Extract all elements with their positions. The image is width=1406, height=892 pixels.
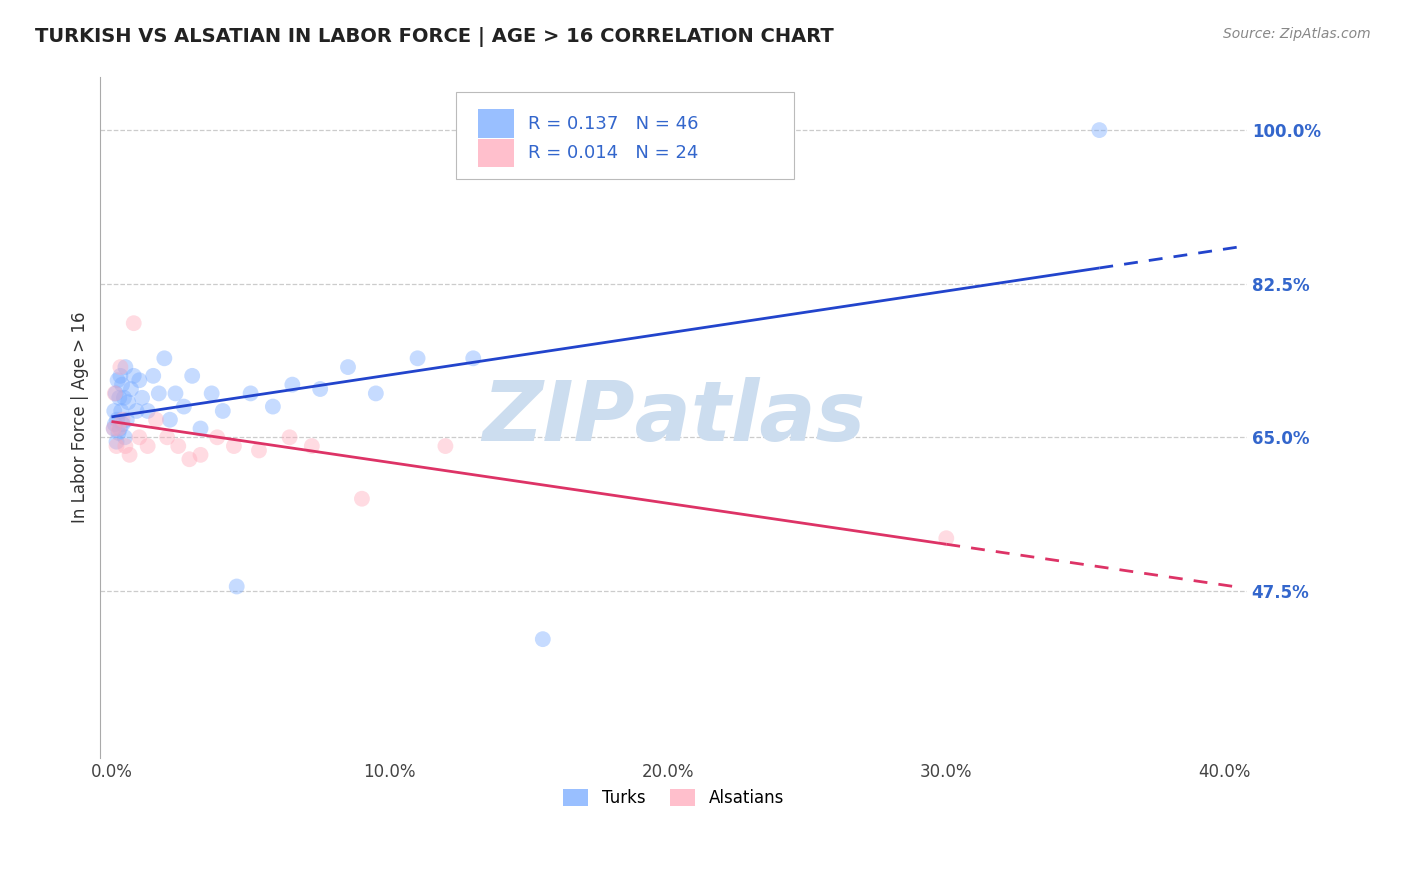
Point <box>105 413 128 427</box>
Point <box>350 491 373 506</box>
Point <box>145 413 167 427</box>
Point <box>262 400 284 414</box>
Point <box>148 386 170 401</box>
Point <box>165 386 187 401</box>
Text: R = 0.137   N = 46: R = 0.137 N = 46 <box>529 115 699 133</box>
Point <box>108 421 131 435</box>
Point <box>103 421 125 435</box>
Point <box>104 386 127 401</box>
Point <box>115 413 138 427</box>
Point <box>222 439 245 453</box>
Point <box>111 377 134 392</box>
Point <box>117 395 139 409</box>
Point <box>281 377 304 392</box>
Point <box>128 373 150 387</box>
Point <box>128 430 150 444</box>
Point <box>301 439 323 453</box>
Point <box>935 531 957 545</box>
Point <box>120 382 142 396</box>
Point <box>105 434 128 449</box>
Point <box>122 316 145 330</box>
Point <box>406 351 429 366</box>
FancyBboxPatch shape <box>456 93 794 179</box>
Point <box>156 430 179 444</box>
Point <box>111 413 134 427</box>
Point <box>118 448 141 462</box>
Point <box>205 430 228 444</box>
Text: Source: ZipAtlas.com: Source: ZipAtlas.com <box>1223 27 1371 41</box>
Point <box>104 417 127 431</box>
Point <box>364 386 387 401</box>
Point <box>107 421 129 435</box>
Point <box>111 417 134 431</box>
Point <box>103 404 125 418</box>
Point <box>211 404 233 418</box>
Point <box>122 368 145 383</box>
Point <box>103 421 125 435</box>
Point <box>104 386 127 401</box>
Point <box>167 439 190 453</box>
Point <box>107 425 129 440</box>
Point <box>173 400 195 414</box>
Point <box>114 360 136 375</box>
Point <box>110 368 132 383</box>
Point <box>190 421 212 435</box>
Point <box>131 391 153 405</box>
Bar <box>478 110 515 138</box>
Point <box>136 439 159 453</box>
Point <box>107 373 129 387</box>
Text: TURKISH VS ALSATIAN IN LABOR FORCE | AGE > 16 CORRELATION CHART: TURKISH VS ALSATIAN IN LABOR FORCE | AGE… <box>35 27 834 46</box>
Bar <box>478 138 515 167</box>
Point <box>463 351 485 366</box>
Point <box>108 391 131 405</box>
Point <box>142 368 165 383</box>
Y-axis label: In Labor Force | Age > 16: In Labor Force | Age > 16 <box>72 312 89 524</box>
Point <box>434 439 457 453</box>
Point <box>114 430 136 444</box>
Point <box>159 413 181 427</box>
Point <box>337 360 360 375</box>
Point <box>225 580 247 594</box>
Text: R = 0.014   N = 24: R = 0.014 N = 24 <box>529 144 699 162</box>
Point <box>239 386 262 401</box>
Point <box>110 404 132 418</box>
Point <box>190 448 212 462</box>
Point <box>112 391 135 405</box>
Text: ZIP​atlas: ZIP​atlas <box>482 377 865 458</box>
Point <box>125 404 148 418</box>
Point <box>114 439 136 453</box>
Point <box>181 368 204 383</box>
Point <box>179 452 201 467</box>
Point <box>531 632 554 647</box>
Point <box>110 360 132 375</box>
Point <box>278 430 301 444</box>
Point <box>201 386 224 401</box>
Point <box>105 439 128 453</box>
Point <box>1088 123 1111 137</box>
Legend: Turks, Alsatians: Turks, Alsatians <box>557 782 790 814</box>
Point <box>309 382 332 396</box>
Point <box>136 404 159 418</box>
Point <box>153 351 176 366</box>
Point <box>247 443 270 458</box>
